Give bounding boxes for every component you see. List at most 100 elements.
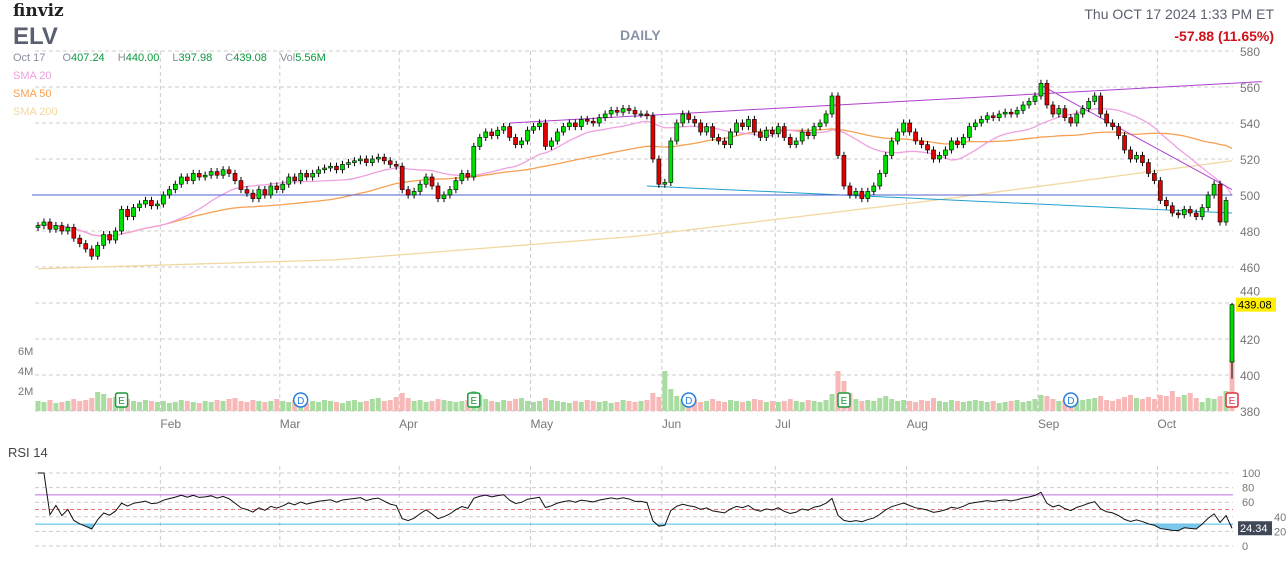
candle-body bbox=[41, 221, 47, 226]
candle-body bbox=[758, 131, 763, 138]
candle bbox=[352, 157, 357, 167]
volume-bar bbox=[328, 401, 334, 411]
legend-sma200[interactable]: SMA 200 bbox=[13, 106, 58, 118]
candle bbox=[89, 245, 95, 260]
candle-body bbox=[811, 126, 817, 136]
candle-body bbox=[238, 180, 244, 190]
candle-body bbox=[734, 122, 739, 133]
candle-body bbox=[716, 137, 721, 142]
volume-bar bbox=[704, 401, 710, 411]
timeframe-label[interactable]: DAILY bbox=[620, 27, 661, 43]
volume-bar bbox=[883, 396, 889, 411]
volume-bar bbox=[835, 371, 841, 411]
volume-bar bbox=[148, 401, 154, 411]
volume-bar bbox=[1062, 400, 1068, 411]
candle bbox=[1205, 191, 1211, 212]
volume-bar bbox=[244, 402, 250, 411]
volume-bar bbox=[572, 401, 578, 411]
candle bbox=[644, 110, 650, 120]
volume-bar bbox=[334, 402, 339, 411]
finviz-logo[interactable]: finviz bbox=[13, 1, 64, 21]
candle bbox=[555, 128, 560, 145]
candle-body bbox=[286, 176, 292, 185]
volume-tick-label: 4M bbox=[18, 366, 33, 378]
price-tick-label: 380 bbox=[1240, 405, 1260, 419]
candle-body bbox=[262, 189, 268, 196]
candle bbox=[674, 119, 680, 145]
candle bbox=[1116, 123, 1121, 140]
candle bbox=[83, 240, 89, 253]
candle bbox=[232, 169, 238, 185]
volume-bar bbox=[459, 401, 465, 411]
volume-bar bbox=[53, 403, 59, 411]
candle-body bbox=[83, 243, 89, 250]
volume-bar bbox=[214, 400, 220, 411]
volume-bar bbox=[745, 401, 751, 411]
price-tick-label: 500 bbox=[1240, 189, 1260, 203]
candle-body bbox=[1229, 304, 1235, 363]
candle-body bbox=[1140, 155, 1145, 163]
candle bbox=[537, 119, 542, 131]
candle-body bbox=[1152, 173, 1157, 181]
volume-bar bbox=[1199, 402, 1205, 411]
candle-body bbox=[405, 189, 411, 196]
rsi-label: RSI 14 bbox=[8, 445, 48, 460]
volume-bar bbox=[1122, 397, 1128, 411]
legend-sma50[interactable]: SMA 50 bbox=[13, 88, 52, 100]
candle bbox=[113, 227, 118, 244]
candle bbox=[859, 187, 865, 203]
candle bbox=[1199, 204, 1205, 221]
volume-bar bbox=[226, 399, 232, 411]
candle bbox=[620, 105, 626, 116]
candle bbox=[1092, 92, 1097, 105]
volume-bar bbox=[853, 399, 859, 411]
candle-body bbox=[453, 180, 459, 190]
volume-bar bbox=[95, 392, 101, 411]
candle bbox=[370, 155, 375, 167]
candle bbox=[459, 169, 465, 185]
candle-body bbox=[1008, 111, 1014, 115]
volume-bar bbox=[710, 399, 716, 411]
candle-body bbox=[1092, 95, 1097, 102]
candle-body bbox=[829, 95, 835, 115]
candle bbox=[1080, 105, 1086, 118]
volume-bar bbox=[1175, 397, 1181, 411]
candle-body bbox=[1158, 180, 1163, 201]
candle-body bbox=[817, 122, 823, 127]
candle-body bbox=[1193, 212, 1199, 217]
candle bbox=[907, 119, 912, 136]
legend-sma20[interactable]: SMA 20 bbox=[13, 70, 52, 82]
candle-body bbox=[346, 162, 351, 165]
candle bbox=[95, 241, 100, 260]
volume-bar bbox=[339, 403, 345, 411]
candle bbox=[561, 123, 566, 136]
candle bbox=[650, 112, 656, 163]
dividend-marker-icon bbox=[1063, 392, 1079, 408]
sma20-line bbox=[37, 107, 1233, 237]
candle bbox=[1122, 132, 1127, 154]
candle bbox=[758, 128, 763, 141]
candle-body bbox=[226, 169, 232, 174]
candle bbox=[167, 186, 172, 199]
candle-body bbox=[119, 209, 124, 232]
volume-bar bbox=[1050, 399, 1056, 411]
candle-body bbox=[107, 234, 112, 241]
volume-bar bbox=[411, 401, 417, 411]
candle-body bbox=[602, 113, 608, 118]
volume-bar bbox=[566, 403, 572, 411]
volume-bar bbox=[1008, 401, 1014, 411]
candle bbox=[405, 186, 411, 199]
ohlc-date: Oct 17 bbox=[13, 52, 46, 64]
candle-body bbox=[316, 169, 321, 174]
candle bbox=[41, 218, 47, 230]
volume-bar bbox=[1092, 398, 1098, 411]
volume-value: 5.56M bbox=[295, 52, 326, 64]
high-value: 440.00 bbox=[125, 52, 160, 64]
volume-bar bbox=[584, 400, 590, 411]
candle-body bbox=[352, 160, 357, 163]
candle bbox=[1050, 101, 1056, 118]
candle bbox=[1020, 101, 1026, 114]
candle bbox=[471, 142, 477, 181]
candle bbox=[190, 169, 196, 185]
